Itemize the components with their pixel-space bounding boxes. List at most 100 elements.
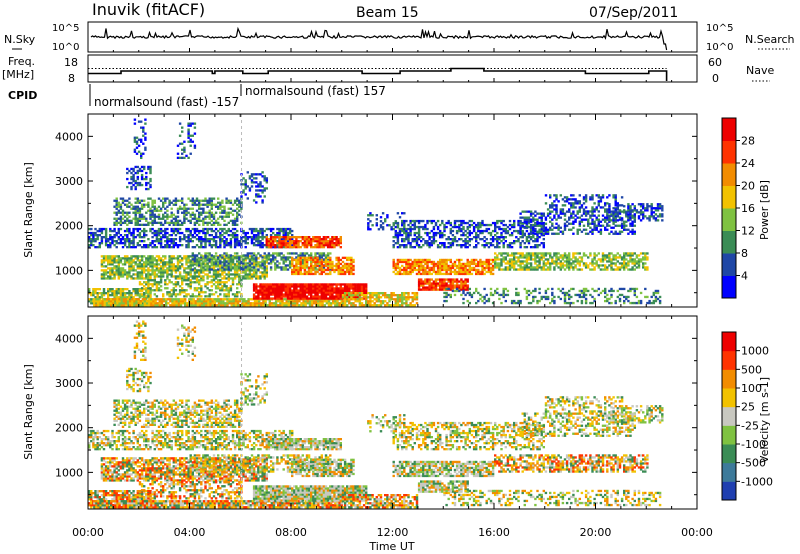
range-gate-cell xyxy=(282,254,285,257)
range-gate-cell xyxy=(352,264,355,268)
range-gate-cell xyxy=(159,257,163,260)
range-gate-cell xyxy=(233,277,237,280)
range-gate-cell xyxy=(140,215,144,218)
range-gate-cell xyxy=(178,223,182,227)
range-gate-cell xyxy=(411,246,414,249)
range-gate-cell xyxy=(174,201,178,204)
range-gate-cell xyxy=(593,256,596,259)
range-gate-cell xyxy=(460,221,463,225)
range-gate-cell xyxy=(117,265,121,268)
range-gate-cell xyxy=(299,266,302,270)
range-gate-cell xyxy=(284,231,288,235)
range-gate-cell xyxy=(320,293,324,296)
range-gate-cell xyxy=(329,285,332,288)
range-gate-cell xyxy=(536,246,539,249)
range-gate-cell xyxy=(331,268,334,272)
range-gate-cell xyxy=(166,261,169,264)
range-gate-cell xyxy=(500,258,503,261)
range-gate-cell xyxy=(341,302,345,305)
range-gate-cell xyxy=(350,292,353,295)
range-gate-cell xyxy=(422,238,425,241)
range-gate-cell xyxy=(339,287,343,290)
range-gate-cell xyxy=(405,262,408,266)
range-gate-cell xyxy=(212,271,216,274)
range-gate-cell xyxy=(527,242,531,245)
range-gate-cell xyxy=(314,268,317,271)
range-gate-cell xyxy=(143,217,146,220)
range-gate-cell xyxy=(265,238,269,241)
range-gate-cell xyxy=(138,217,142,220)
range-gate-cell xyxy=(373,294,376,297)
range-gate-cell xyxy=(111,242,114,245)
range-gate-cell xyxy=(307,289,311,292)
range-gate-cell xyxy=(563,256,567,259)
range-gate-cell xyxy=(242,271,245,274)
range-gate-cell xyxy=(447,268,450,272)
range-gate-cell xyxy=(261,285,264,288)
range-gate-cell xyxy=(170,229,173,233)
range-gate-cell xyxy=(239,298,242,301)
range-gate-cell xyxy=(336,300,339,303)
range-gate-cell xyxy=(320,289,324,292)
range-gate-cell xyxy=(286,293,290,296)
range-gate-cell xyxy=(119,238,123,241)
range-gate-cell xyxy=(117,296,121,299)
range-gate-cell xyxy=(191,258,195,261)
range-gate-cell xyxy=(200,277,203,280)
range-gate-cell xyxy=(128,205,131,208)
range-gate-cell xyxy=(405,268,408,272)
range-gate-cell xyxy=(158,298,162,301)
range-gate-cell xyxy=(337,297,340,300)
range-gate-cell xyxy=(219,273,222,276)
range-gate-cell xyxy=(193,267,197,270)
range-gate-cell xyxy=(439,270,442,274)
range-gate-cell xyxy=(318,272,321,276)
range-gate-cell xyxy=(301,295,305,298)
range-gate-cell xyxy=(121,296,125,299)
range-gate-cell xyxy=(305,285,309,288)
range-gate-cell xyxy=(236,213,239,216)
range-gate-cell xyxy=(320,242,324,245)
range-gate-cell xyxy=(202,268,205,271)
range-gate-cell xyxy=(167,302,170,305)
range-gate-cell xyxy=(369,296,372,299)
range-gate-cell xyxy=(360,283,364,286)
range-gate-cell xyxy=(121,269,125,272)
range-gate-cell xyxy=(244,238,247,241)
range-gate-cell xyxy=(88,246,91,249)
range-gate-cell xyxy=(190,298,193,301)
range-gate-cell xyxy=(118,304,121,307)
range-gate-cell xyxy=(119,259,123,262)
range-gate-cell xyxy=(107,238,110,241)
range-gate-cell xyxy=(293,268,296,272)
range-gate-cell xyxy=(291,295,294,298)
range-gate-cell xyxy=(498,219,501,223)
range-gate-cell xyxy=(451,266,455,270)
range-gate-cell xyxy=(441,264,444,268)
range-gate-cell xyxy=(229,229,233,233)
range-gate-cell xyxy=(329,264,332,268)
range-gate-cell xyxy=(255,304,259,307)
range-gate-cell xyxy=(113,205,116,208)
range-gate-cell xyxy=(265,265,269,268)
range-gate-cell xyxy=(532,246,535,249)
range-gate-cell xyxy=(568,268,571,271)
range-gate-cell xyxy=(529,229,533,233)
range-gate-cell xyxy=(356,289,360,292)
range-gate-cell xyxy=(337,266,340,270)
range-gate-cell xyxy=(481,270,484,274)
range-gate-cell xyxy=(135,298,138,301)
range-gate-cell xyxy=(417,278,421,281)
range-gate-cell xyxy=(159,240,163,243)
range-gate-cell xyxy=(178,219,182,223)
range-gate-cell xyxy=(318,254,321,257)
range-gate-cell xyxy=(299,270,302,274)
range-gate-cell xyxy=(179,304,183,307)
range-gate-cell xyxy=(284,256,288,259)
range-gate-cell xyxy=(100,261,104,264)
range-gate-cell xyxy=(168,273,171,276)
range-gate-cell xyxy=(460,270,463,274)
range-gate-cell xyxy=(92,238,95,241)
range-gate-cell xyxy=(185,261,188,264)
